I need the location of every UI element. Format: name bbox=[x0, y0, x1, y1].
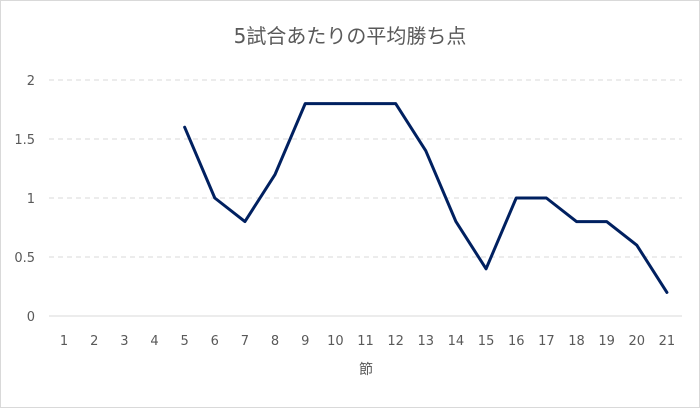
data-point bbox=[424, 149, 427, 152]
x-tick-label: 16 bbox=[508, 334, 525, 349]
data-point bbox=[273, 173, 277, 176]
data-point bbox=[665, 291, 669, 294]
data-point bbox=[394, 102, 397, 105]
y-tick-label: 2 bbox=[27, 74, 35, 89]
x-tick-label: 1 bbox=[60, 334, 68, 349]
x-tick-label: 5 bbox=[181, 334, 189, 349]
data-point bbox=[183, 126, 186, 129]
x-tick-label: 20 bbox=[629, 334, 646, 349]
data-point bbox=[364, 102, 367, 105]
x-tick-label: 21 bbox=[659, 334, 676, 349]
y-tick-label: 0 bbox=[27, 310, 35, 325]
data-point bbox=[484, 267, 488, 270]
data-point bbox=[515, 196, 518, 200]
data-point bbox=[213, 196, 216, 200]
x-tick-label: 19 bbox=[598, 334, 615, 349]
x-tick-label: 9 bbox=[301, 334, 309, 349]
x-tick-label: 15 bbox=[478, 334, 495, 349]
x-tick-label: 7 bbox=[241, 334, 249, 349]
x-tick-label: 10 bbox=[327, 334, 344, 349]
x-tick-label: 12 bbox=[387, 334, 404, 349]
chart-title: 5試合あたりの平均勝ち点 bbox=[233, 24, 467, 48]
data-point bbox=[454, 220, 458, 223]
data-point bbox=[605, 220, 608, 223]
data-point bbox=[304, 102, 307, 105]
x-tick-label: 13 bbox=[418, 334, 435, 349]
x-tick-label: 8 bbox=[271, 334, 279, 349]
x-tick-label: 6 bbox=[211, 334, 219, 349]
x-tick-label: 4 bbox=[150, 334, 158, 349]
y-tick-label: 1.5 bbox=[14, 133, 35, 148]
x-tick-label: 2 bbox=[90, 334, 98, 349]
y-tick-label: 0.5 bbox=[14, 251, 35, 266]
x-tick-label: 14 bbox=[448, 334, 465, 349]
data-point bbox=[575, 220, 578, 223]
x-tick-label: 3 bbox=[120, 334, 128, 349]
data-point bbox=[243, 220, 247, 223]
y-tick-label: 1 bbox=[27, 192, 35, 207]
x-tick-label: 17 bbox=[538, 334, 555, 349]
data-point bbox=[545, 196, 548, 200]
x-tick-label: 11 bbox=[357, 334, 374, 349]
x-axis-label: 節 bbox=[359, 361, 373, 378]
x-tick-label: 18 bbox=[568, 334, 585, 349]
data-point bbox=[334, 102, 337, 105]
data-point bbox=[635, 244, 638, 247]
